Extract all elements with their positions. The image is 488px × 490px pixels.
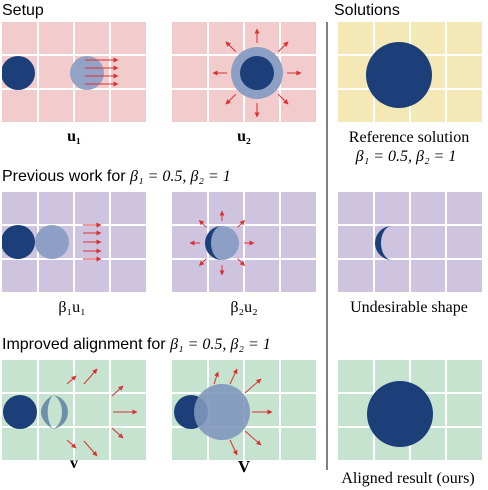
caption-reference-line2: β₁ = 0.5, β₂ = 1 (355, 148, 457, 165)
velocity-arrows (212, 28, 302, 118)
panel-V (172, 360, 316, 460)
caption-u1: u₁ (67, 128, 81, 145)
improved-alignment-condition: β₁ = 0.5, β₂ = 1 (169, 336, 271, 353)
crescent-shape (375, 226, 392, 260)
radial-arrow (225, 41, 237, 53)
caption-reference-line1: Reference solution (349, 129, 469, 146)
source-circle (3, 395, 37, 429)
previous-work-condition: β₁ = 0.5, β₂ = 1 (129, 168, 231, 185)
caption-u2: u₂ (237, 128, 251, 145)
source-circle (240, 56, 274, 90)
flow-crescent (51, 395, 68, 429)
dark-overlap (205, 226, 222, 260)
radial-arrow (199, 258, 207, 266)
solution-circle (366, 42, 432, 108)
radial-arrow (237, 220, 245, 228)
panel-u1 (2, 22, 146, 122)
velocity-arrows (213, 368, 273, 456)
caption-b2u2: β₂u₂ (230, 299, 257, 316)
panel-b1u1 (2, 192, 146, 292)
panel-aligned-result (338, 360, 482, 460)
radial-arrow (199, 220, 207, 228)
half-advected-circle (35, 225, 69, 259)
combined-circle (205, 226, 239, 260)
caption-v: v (70, 455, 78, 472)
velocity-arrows (83, 222, 102, 262)
radial-arrow (225, 93, 237, 105)
radial-arrow (237, 258, 245, 266)
flow-crescent-back (41, 395, 53, 429)
radial-arrow (277, 93, 289, 105)
caption-b1u1: β₁u₁ (58, 299, 85, 316)
previous-work-title: Previous work for β₁ = 0.5, β₂ = 1 (2, 168, 231, 185)
source-circle (2, 56, 35, 90)
panel-undesirable-shape (338, 192, 482, 292)
grid (338, 192, 482, 292)
source-circle (2, 225, 35, 259)
panel-u2 (172, 22, 316, 122)
result-circle (367, 381, 433, 447)
caption-aligned: Aligned result (ours) (341, 470, 474, 487)
velocity-arrows (189, 210, 255, 276)
panel-b2u2 (172, 192, 316, 292)
setup-title: Setup (2, 2, 44, 19)
improved-alignment-title: Improved alignment for β₁ = 0.5, β₂ = 1 (2, 336, 271, 353)
aligned-circle (194, 384, 250, 440)
panel-reference-solution (338, 22, 482, 122)
caption-V: V (238, 457, 251, 476)
radial-arrow (277, 41, 289, 53)
previous-work-prefix: Previous work for (2, 168, 130, 185)
improved-alignment-prefix: Improved alignment for (2, 336, 170, 353)
solutions-title: Solutions (334, 2, 400, 19)
velocity-arrows (85, 57, 119, 87)
caption-undesirable: Undesirable shape (350, 299, 468, 316)
advected-circle (70, 56, 104, 90)
velocity-arrows (66, 368, 138, 457)
panel-v (2, 360, 146, 460)
